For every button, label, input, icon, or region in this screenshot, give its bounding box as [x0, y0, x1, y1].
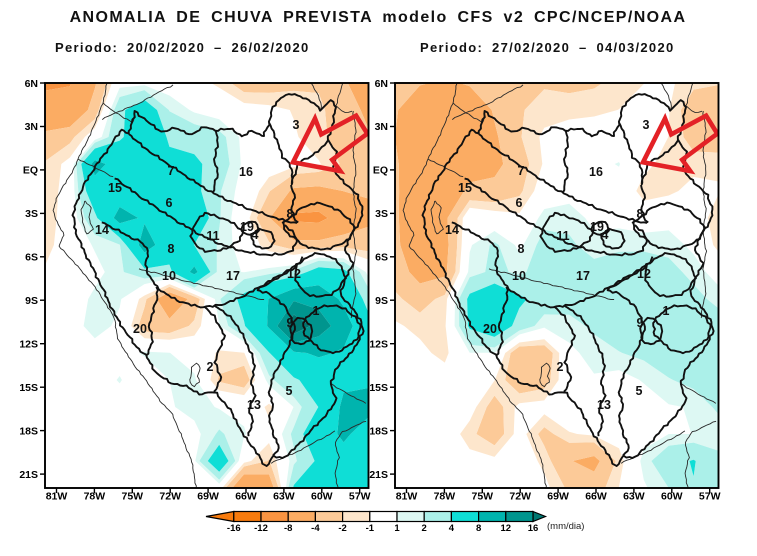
svg-text:-12: -12	[254, 523, 268, 534]
svg-text:3S: 3S	[375, 208, 388, 220]
svg-text:63W: 63W	[273, 491, 295, 503]
svg-text:2: 2	[422, 523, 427, 534]
svg-text:ANOMALIA DE CHUVA PREVISTA mod: ANOMALIA DE CHUVA PREVISTA modelo CFS v2…	[70, 9, 687, 26]
svg-text:6N: 6N	[375, 78, 388, 90]
svg-text:78W: 78W	[434, 491, 456, 503]
svg-text:3N: 3N	[25, 121, 38, 133]
svg-text:1: 1	[394, 523, 400, 534]
svg-text:3S: 3S	[25, 208, 38, 220]
svg-text:69W: 69W	[197, 491, 219, 503]
svg-text:12: 12	[501, 523, 512, 534]
svg-text:60W: 60W	[661, 491, 683, 503]
svg-text:EQ: EQ	[373, 165, 388, 177]
svg-text:12S: 12S	[369, 339, 388, 351]
svg-text:81W: 81W	[396, 491, 418, 503]
svg-text:75W: 75W	[122, 491, 144, 503]
svg-text:6N: 6N	[25, 78, 38, 90]
svg-text:81W: 81W	[46, 491, 68, 503]
svg-text:63W: 63W	[623, 491, 645, 503]
svg-text:18S: 18S	[19, 425, 38, 437]
svg-text:66W: 66W	[585, 491, 607, 503]
svg-text:72W: 72W	[509, 491, 531, 503]
svg-text:69W: 69W	[547, 491, 569, 503]
svg-text:6S: 6S	[375, 252, 388, 264]
svg-text:21S: 21S	[19, 469, 38, 481]
svg-text:21S: 21S	[369, 469, 388, 481]
svg-text:6S: 6S	[25, 252, 38, 264]
svg-text:3N: 3N	[375, 121, 388, 133]
svg-text:-1: -1	[366, 523, 375, 534]
svg-text:Periodo: 27/02/2020 – 04/03/20: Periodo: 27/02/2020 – 04/03/2020	[420, 40, 675, 55]
svg-text:57W: 57W	[349, 491, 371, 503]
svg-text:4: 4	[449, 523, 455, 534]
svg-text:12S: 12S	[19, 339, 38, 351]
svg-text:60W: 60W	[311, 491, 333, 503]
svg-text:15S: 15S	[19, 382, 38, 394]
svg-text:Periodo: 20/02/2020 – 26/02/20: Periodo: 20/02/2020 – 26/02/2020	[55, 40, 310, 55]
svg-text:66W: 66W	[235, 491, 257, 503]
svg-text:15S: 15S	[369, 382, 388, 394]
svg-text:(mm/dia): (mm/dia)	[547, 521, 584, 532]
svg-text:72W: 72W	[159, 491, 181, 503]
svg-text:57W: 57W	[699, 491, 721, 503]
svg-text:8: 8	[476, 523, 481, 534]
svg-text:EQ: EQ	[23, 165, 38, 177]
svg-text:-2: -2	[338, 523, 346, 534]
svg-text:-4: -4	[311, 523, 320, 534]
svg-text:16: 16	[528, 523, 539, 534]
svg-text:-16: -16	[227, 523, 241, 534]
svg-text:-8: -8	[284, 523, 292, 534]
svg-text:18S: 18S	[369, 425, 388, 437]
svg-text:75W: 75W	[472, 491, 494, 503]
svg-text:78W: 78W	[84, 491, 106, 503]
svg-text:9S: 9S	[375, 295, 388, 307]
svg-text:9S: 9S	[25, 295, 38, 307]
